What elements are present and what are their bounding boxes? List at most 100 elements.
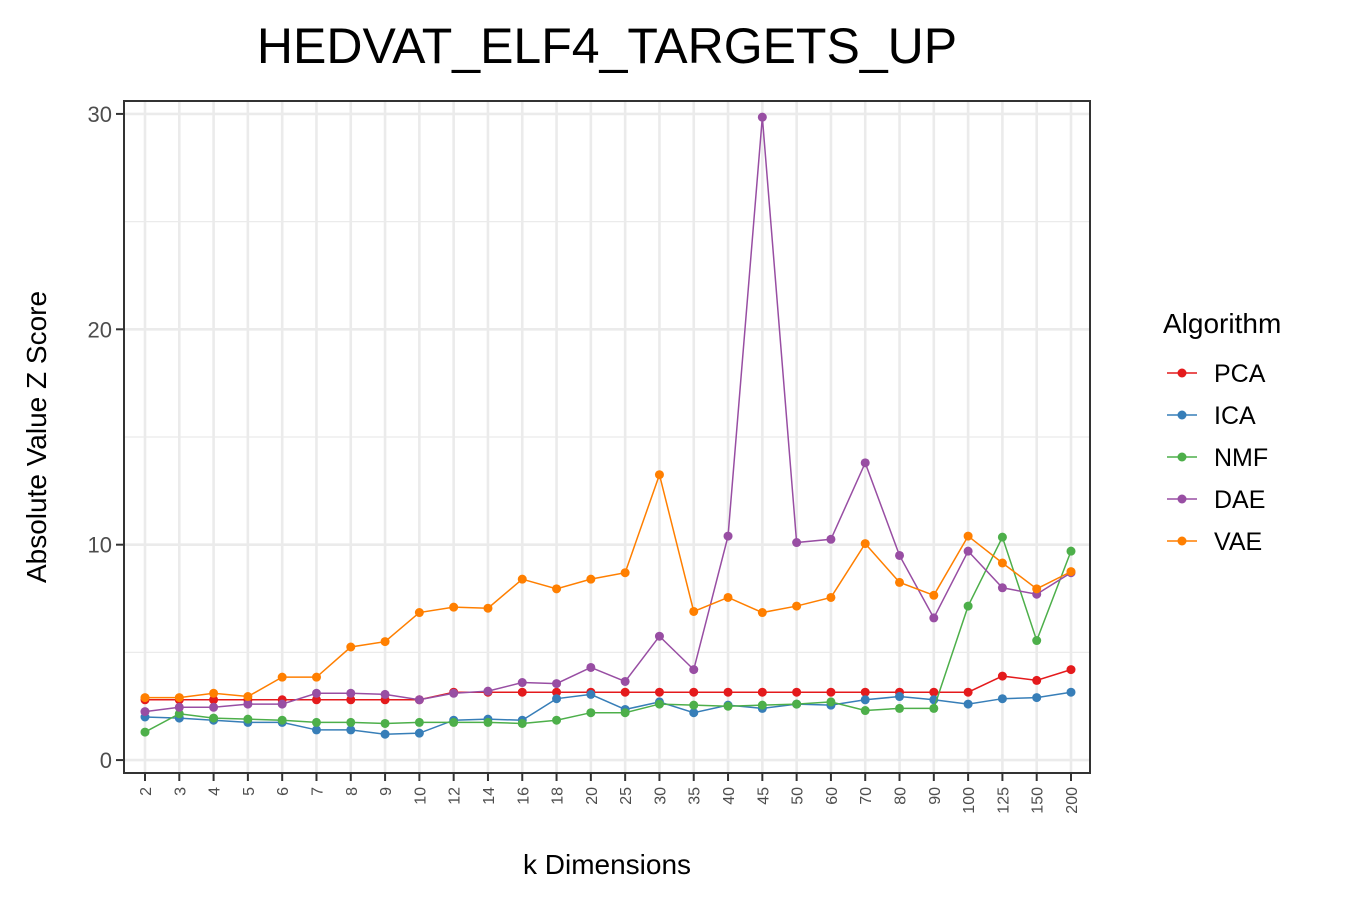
data-point-nmf <box>723 701 733 711</box>
data-point-vae <box>792 601 802 611</box>
x-tick-label: 4 <box>207 787 224 796</box>
data-point-vae <box>586 574 596 584</box>
x-tick-label: 45 <box>755 787 772 805</box>
data-point-dae <box>963 546 973 556</box>
series-line-vae <box>145 472 1072 699</box>
data-point-nmf <box>140 727 150 737</box>
data-point-nmf <box>209 713 219 723</box>
y-tick-label: 30 <box>88 102 112 127</box>
data-point-vae <box>483 603 493 613</box>
data-point-nmf <box>552 715 562 725</box>
x-tick-label: 90 <box>927 787 944 805</box>
legend-label: VAE <box>1214 528 1262 556</box>
series-layer <box>140 112 1076 739</box>
y-tick-label: 0 <box>100 748 112 773</box>
data-point-nmf <box>311 717 321 727</box>
legend-title: Algorithm <box>1163 308 1281 339</box>
legend-item-pca: PCA <box>1167 360 1266 388</box>
x-tick-label: 100 <box>961 787 978 814</box>
data-point-vae <box>346 642 356 652</box>
data-point-nmf <box>654 699 664 709</box>
data-point-ica <box>414 728 424 738</box>
data-point-pca <box>209 695 219 705</box>
legend-item-dae: DAE <box>1167 486 1265 514</box>
legend-key-point <box>1177 368 1187 378</box>
data-point-ica <box>346 725 356 735</box>
data-point-pca <box>517 687 527 697</box>
x-tick-label: 125 <box>995 787 1012 814</box>
data-point-vae <box>1066 567 1076 577</box>
data-point-vae <box>243 692 253 702</box>
data-point-nmf <box>1066 546 1076 556</box>
legend-item-nmf: NMF <box>1167 444 1268 472</box>
data-point-vae <box>209 688 219 698</box>
data-point-vae <box>654 470 664 480</box>
data-point-dae <box>895 550 905 560</box>
data-point-vae <box>689 606 699 616</box>
y-tick-label: 20 <box>88 317 112 342</box>
data-point-vae <box>997 558 1007 568</box>
data-point-dae <box>380 689 390 699</box>
legend-key-point <box>1177 494 1187 504</box>
data-point-nmf <box>963 601 973 611</box>
data-point-vae <box>380 637 390 647</box>
data-point-ica <box>895 692 905 702</box>
legend-label: NMF <box>1214 444 1268 472</box>
data-point-nmf <box>346 717 356 727</box>
data-point-vae <box>140 693 150 703</box>
data-point-vae <box>414 608 424 618</box>
data-point-vae <box>757 608 767 618</box>
series-line-dae <box>144 117 1072 713</box>
data-point-dae <box>929 613 939 623</box>
data-point-nmf <box>449 717 459 727</box>
data-point-ica <box>997 694 1007 704</box>
x-tick-label: 150 <box>1030 787 1047 814</box>
data-point-vae <box>552 584 562 594</box>
data-point-pca <box>757 687 767 697</box>
data-point-nmf <box>483 717 493 727</box>
series-vae <box>140 470 1076 703</box>
data-point-ica <box>380 729 390 739</box>
x-tick-label: 3 <box>172 787 189 796</box>
plot-border <box>123 100 1091 774</box>
data-point-ica <box>963 699 973 709</box>
data-point-dae <box>620 676 630 686</box>
data-point-vae <box>311 672 321 682</box>
x-tick-label: 5 <box>241 787 258 796</box>
data-point-ica <box>311 725 321 735</box>
data-point-dae <box>552 679 562 689</box>
data-point-nmf <box>689 700 699 710</box>
data-point-vae <box>174 693 184 703</box>
legend-label: ICA <box>1214 402 1256 430</box>
x-tick-label: 2 <box>138 787 155 796</box>
data-point-pca <box>792 687 802 697</box>
x-tick-label: 200 <box>1064 787 1081 814</box>
legend-item-vae: VAE <box>1167 528 1262 556</box>
x-tick-label: 6 <box>275 787 292 796</box>
data-point-ica <box>689 708 699 718</box>
legend-key-point <box>1177 536 1187 546</box>
data-point-nmf <box>414 717 424 727</box>
series-nmf <box>140 532 1076 737</box>
data-point-dae <box>860 458 870 468</box>
data-point-dae <box>654 631 664 641</box>
data-point-dae <box>723 531 733 541</box>
data-point-dae <box>483 686 493 696</box>
data-point-pca <box>346 695 356 705</box>
grid-minor <box>124 220 1090 654</box>
data-point-vae <box>1032 584 1042 594</box>
data-point-nmf <box>174 709 184 719</box>
data-point-nmf <box>586 708 596 718</box>
data-point-ica <box>1066 687 1076 697</box>
x-tick-label: 10 <box>412 787 429 805</box>
data-point-nmf <box>277 715 287 725</box>
data-point-dae <box>757 112 767 122</box>
data-point-pca <box>620 687 630 697</box>
legend-item-ica: ICA <box>1167 402 1256 430</box>
legend: Algorithm PCA ICA NMF DAE VAE <box>1163 308 1281 556</box>
data-point-vae <box>449 602 459 612</box>
data-point-dae <box>311 688 321 698</box>
data-point-dae <box>689 665 699 675</box>
data-point-ica <box>860 695 870 705</box>
data-point-dae <box>140 707 150 717</box>
